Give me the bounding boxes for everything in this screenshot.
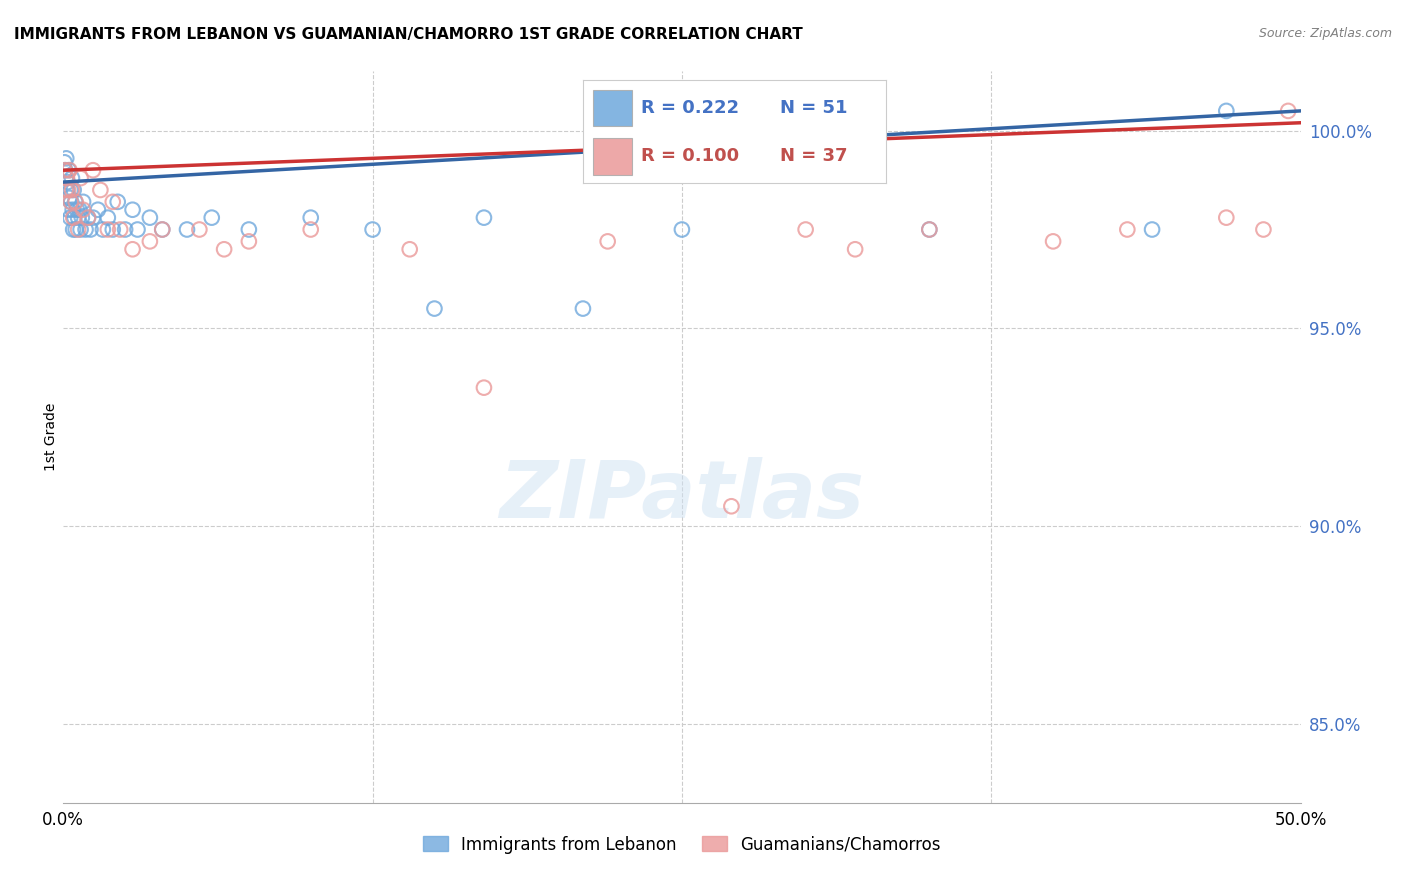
Point	[1042, 235, 1064, 249]
Point	[79, 222, 101, 236]
Point	[398, 242, 420, 256]
Text: R = 0.100: R = 0.100	[641, 147, 740, 165]
Point	[77, 211, 100, 225]
Point	[107, 194, 129, 209]
Point	[53, 163, 76, 178]
Point	[91, 222, 114, 236]
Point	[69, 222, 91, 236]
Point	[720, 500, 742, 514]
Point	[139, 235, 162, 249]
Point	[60, 183, 83, 197]
Point	[1215, 211, 1237, 225]
Point	[1116, 222, 1139, 236]
Point	[65, 194, 87, 209]
Point	[53, 155, 76, 169]
Point	[60, 171, 83, 186]
Point	[63, 194, 86, 209]
Point	[62, 183, 84, 197]
Point	[58, 163, 80, 178]
Point	[59, 194, 82, 209]
Point	[150, 222, 173, 236]
Text: N = 37: N = 37	[780, 147, 848, 165]
Point	[59, 211, 82, 225]
Point	[60, 194, 83, 209]
Point	[55, 171, 77, 186]
Text: Source: ZipAtlas.com: Source: ZipAtlas.com	[1258, 27, 1392, 40]
Y-axis label: 1st Grade: 1st Grade	[44, 403, 58, 471]
Point	[66, 202, 89, 217]
Point	[101, 222, 124, 236]
Point	[127, 222, 149, 236]
Point	[121, 202, 143, 217]
Point	[1277, 103, 1299, 118]
Point	[472, 381, 495, 395]
Point	[114, 222, 136, 236]
Point	[1253, 222, 1275, 236]
Point	[238, 235, 260, 249]
Point	[596, 235, 619, 249]
Point	[69, 171, 91, 186]
Text: N = 51: N = 51	[780, 99, 848, 117]
Point	[62, 211, 84, 225]
Point	[89, 183, 111, 197]
Point	[212, 242, 235, 256]
Point	[97, 222, 120, 236]
Point	[361, 222, 384, 236]
Point	[918, 222, 941, 236]
Point	[121, 242, 143, 256]
Point	[65, 222, 87, 236]
Point	[58, 163, 80, 178]
Point	[794, 222, 817, 236]
Point	[67, 202, 90, 217]
Point	[72, 194, 94, 209]
Point	[108, 222, 131, 236]
Point	[55, 183, 77, 197]
Point	[87, 202, 110, 217]
Point	[58, 183, 80, 197]
Point	[572, 301, 595, 316]
Point	[299, 211, 322, 225]
Point	[844, 242, 866, 256]
Point	[62, 222, 84, 236]
Point	[56, 171, 79, 186]
Point	[67, 211, 90, 225]
Point	[472, 211, 495, 225]
Point	[139, 211, 162, 225]
Point	[77, 211, 100, 225]
Point	[188, 222, 211, 236]
Point	[62, 202, 84, 217]
Point	[1215, 103, 1237, 118]
Point	[101, 194, 124, 209]
Point	[423, 301, 446, 316]
Bar	[592, 89, 631, 127]
Point	[72, 202, 94, 217]
Text: IMMIGRANTS FROM LEBANON VS GUAMANIAN/CHAMORRO 1ST GRADE CORRELATION CHART: IMMIGRANTS FROM LEBANON VS GUAMANIAN/CHA…	[14, 27, 803, 42]
Point	[82, 211, 104, 225]
Point	[918, 222, 941, 236]
Point	[150, 222, 173, 236]
Point	[56, 175, 79, 189]
Point	[201, 211, 224, 225]
Point	[55, 152, 77, 166]
Point	[1140, 222, 1163, 236]
Point	[75, 222, 97, 236]
Point	[59, 183, 82, 197]
Point	[97, 211, 120, 225]
Point	[82, 163, 104, 178]
Point	[67, 222, 90, 236]
Text: R = 0.222: R = 0.222	[641, 99, 740, 117]
Text: ZIPatlas: ZIPatlas	[499, 457, 865, 534]
Point	[58, 202, 80, 217]
Point	[299, 222, 322, 236]
Point	[53, 163, 76, 178]
Point	[58, 191, 80, 205]
Point	[238, 222, 260, 236]
Point	[63, 211, 86, 225]
Point	[70, 211, 93, 225]
Point	[671, 222, 693, 236]
Point	[56, 183, 79, 197]
Point	[176, 222, 198, 236]
Legend: Immigrants from Lebanon, Guamanians/Chamorros: Immigrants from Lebanon, Guamanians/Cham…	[416, 829, 948, 860]
Bar	[592, 137, 631, 175]
